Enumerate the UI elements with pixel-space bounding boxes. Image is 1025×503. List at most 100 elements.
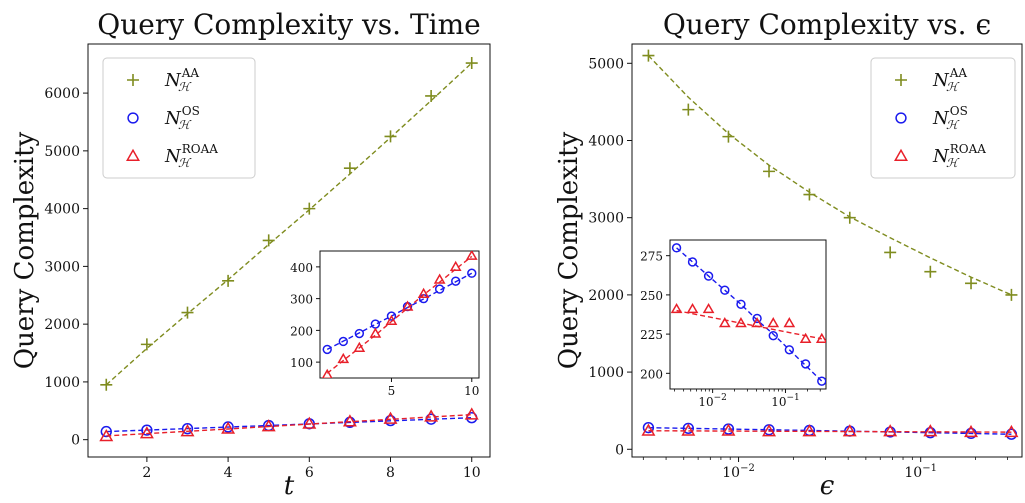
- chart2-point-roaa-5: [842, 424, 857, 437]
- chart2-point-roaa-6: [883, 424, 898, 437]
- chart1-point-roaa-9: [464, 407, 479, 420]
- chart2-point-roaa-7: [923, 424, 938, 437]
- chart2-inset-point-os-9: [817, 376, 826, 386]
- chart1-inset-point-os-2: [354, 328, 365, 339]
- chart2-point-roaa-3: [762, 424, 777, 437]
- chart1-legend-marker-os: [127, 112, 139, 124]
- chart2-xlabel: ϵ: [820, 471, 835, 501]
- chart2-inset-point-roaa-8: [799, 332, 812, 343]
- chart1-point-roaa-1: [139, 426, 154, 439]
- chart2-inset-point-os-3: [720, 285, 730, 295]
- chart1-point-aa-9: [465, 57, 478, 70]
- chart1-xlabel: t: [284, 471, 295, 501]
- chart2-point-aa-8: [965, 277, 978, 290]
- chart1-inset-point-roaa-9: [465, 251, 478, 260]
- chart1-point-os-6: [344, 416, 356, 429]
- chart2-inset-xtick-label-0: 10−2: [698, 393, 727, 409]
- chart2-inset-point-roaa-3: [718, 317, 731, 328]
- chart1-xtick-label-2: 6: [305, 465, 314, 481]
- chart1-axes-frame: [87, 43, 491, 458]
- chart2-fit-line-roaa: [648, 430, 1012, 433]
- chart2-inset-point-roaa-2: [702, 302, 715, 314]
- chart1-xtick-label-3: 8: [386, 465, 395, 481]
- chart1-point-aa-2: [181, 306, 194, 319]
- chart2-inset-point-os-6: [768, 330, 778, 341]
- chart1-inset-ytick-label-3: 400: [290, 261, 313, 275]
- chart2-point-os-0: [642, 421, 655, 434]
- chart1-point-aa-7: [384, 130, 397, 143]
- chart1-legend-label-roaa: NROAA ℋ: [164, 142, 218, 170]
- chart2-series-roaa: [641, 423, 1019, 438]
- chart1-series-roaa: [99, 407, 479, 442]
- chart1-fit-line-aa: [105, 62, 473, 386]
- chart2-inset-point-os-5: [752, 313, 762, 324]
- chart1-xtick-label-0: 2: [142, 465, 151, 481]
- chart1-inset-point-roaa-0: [321, 368, 333, 378]
- chart1-point-roaa-5: [302, 416, 317, 429]
- chart1-ytick-label-1: 1000: [44, 375, 80, 391]
- chart2-point-aa-3: [763, 165, 776, 178]
- chart1-inset-point-roaa-5: [401, 300, 414, 311]
- chart1-inset-point-roaa-6: [417, 287, 430, 299]
- chart1-inset-point-roaa-8: [449, 260, 462, 272]
- chart2-inset-point-os-4: [736, 299, 746, 309]
- chart1-point-roaa-6: [342, 414, 357, 427]
- chart1-point-os-2: [181, 423, 194, 435]
- chart1-fit-line-roaa: [106, 413, 472, 437]
- chart2-xtick-label-0: 10−2: [722, 463, 755, 481]
- chart2-point-roaa-4: [802, 424, 817, 437]
- chart2-legend-box: [870, 57, 1016, 179]
- chart2-legend-marker-os: [895, 112, 907, 124]
- chart2-inset-ytick-label-2: 250: [640, 289, 663, 303]
- chart2-inset-series-os: [671, 243, 826, 386]
- chart2-inset-point-roaa-9: [815, 332, 826, 343]
- chart2-legend-label-roaa: NROAA ℋ: [932, 142, 986, 170]
- chart2-point-os-8: [965, 427, 977, 440]
- chart1-inset: 5 10 100 200 300 400: [290, 250, 480, 398]
- chart1-point-roaa-2: [180, 424, 195, 437]
- chart2-legend-marker-aa: [895, 74, 907, 86]
- chart1-inset-point-os-1: [338, 336, 348, 347]
- chart2-inset-fit-line-os: [676, 247, 823, 382]
- chart1-inset-point-os-8: [451, 276, 461, 286]
- chart2-inset-point-os-8: [800, 359, 811, 369]
- chart1-series-aa: [100, 57, 478, 391]
- chart2-axes-frame: [631, 43, 1023, 458]
- chart2-ytick-label-4: 4000: [588, 133, 624, 149]
- chart2-legend-marker-roaa: [894, 148, 908, 162]
- chart2-inset-point-roaa-1: [686, 302, 699, 314]
- chart1-point-roaa-4: [261, 419, 276, 432]
- chart1-inset-point-os-7: [434, 284, 445, 294]
- chart2-legend-label-aa: NAA ℋ: [932, 66, 967, 94]
- chart1-inset-point-roaa-7: [433, 273, 446, 284]
- chart1-inset-fit-line-os: [326, 272, 473, 351]
- chart2-point-aa-6: [884, 246, 897, 259]
- chart1-inset-ytick-label-1: 200: [290, 324, 313, 338]
- chart1-ytick-label-2: 2000: [44, 317, 80, 333]
- chart1-point-aa-4: [262, 234, 275, 247]
- chart2-fit-line-os: [648, 426, 1012, 435]
- chart2-point-aa-0: [642, 49, 655, 62]
- chart1-ytick-label-4: 4000: [44, 202, 80, 218]
- chart2-point-aa-9: [1005, 288, 1018, 301]
- chart2-inset-point-roaa-6: [767, 317, 780, 328]
- chart1-legend-marker-aa: [127, 74, 139, 86]
- chart1-point-os-1: [141, 424, 153, 436]
- chart1-point-aa-0: [100, 378, 113, 391]
- chart2-inset-point-os-1: [687, 257, 698, 267]
- chart2-point-roaa-9: [1004, 424, 1019, 438]
- chart2-inset-ytick-label-0: 200: [640, 367, 663, 381]
- chart2-ytick-label-1: 1000: [588, 365, 624, 381]
- chart2-inset-ytick-label-1: 225: [640, 328, 663, 342]
- chart2-inset-xtick-label-1: 10−1: [771, 393, 800, 409]
- chart1-ylabel: Query Complexity: [10, 131, 40, 369]
- chart2-ytick-label-5: 5000: [588, 56, 624, 72]
- chart2-inset-point-roaa-5: [751, 317, 763, 328]
- chart1-point-aa-3: [222, 274, 235, 287]
- chart1-fit-line-os: [106, 417, 472, 433]
- chart1-point-aa-1: [140, 338, 153, 351]
- chart1-xtick-label-4: 10: [463, 465, 481, 481]
- chart2-point-os-1: [682, 422, 695, 435]
